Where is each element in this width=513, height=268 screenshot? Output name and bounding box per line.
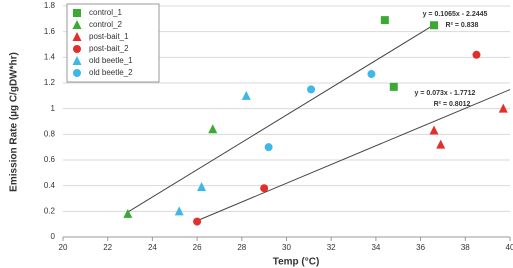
trendline-equation: y = 0.073x - 1.7712 (415, 90, 476, 97)
marker-square (73, 9, 81, 17)
x-tick-label: 32 (327, 243, 336, 252)
legend-label: control_2 (89, 20, 122, 29)
x-tick-label: 40 (506, 243, 513, 252)
trendline-r2: R² = 0.8012 (434, 101, 471, 108)
x-axis-label: Temp (°C) (273, 257, 320, 268)
y-tick-label: 0.4 (44, 181, 56, 190)
y-tick-label: 1.6 (44, 27, 56, 36)
y-axis-label: Emission Rate (µg C/gDW*hr) (9, 52, 20, 192)
marker-circle (193, 217, 202, 226)
y-tick-label: 1 (51, 104, 56, 113)
marker-triangle (208, 124, 218, 134)
marker-circle (472, 50, 481, 59)
legend-label: post-bait_2 (89, 44, 129, 53)
legend-label: post-bait_1 (89, 32, 129, 41)
x-tick-label: 22 (103, 243, 112, 252)
marker-circle (307, 85, 316, 94)
legend-label: old beetle_2 (89, 68, 133, 77)
legend: control_1 control_2 post-bait_1 post-bait_2… (66, 3, 160, 83)
x-tick-label: 28 (237, 243, 246, 252)
marker-triangle (429, 125, 439, 135)
marker-triangle (498, 103, 508, 113)
legend-box (66, 3, 160, 83)
marker-circle (367, 70, 376, 79)
marker-triangle (72, 56, 82, 65)
y-tick-label: 0 (51, 232, 56, 241)
x-tick-label: 20 (59, 243, 68, 252)
marker-circle (260, 184, 269, 193)
trendline (196, 89, 511, 222)
trendline-r2: R² = 0.838 (446, 22, 479, 29)
y-tick-label: 1.4 (44, 52, 56, 61)
marker-triangle (197, 181, 207, 191)
y-tick-label: 0.6 (44, 155, 56, 164)
marker-triangle (72, 20, 82, 29)
marker-square (380, 16, 389, 25)
marker-triangle (72, 32, 82, 41)
x-tick-label: 26 (193, 243, 202, 252)
marker-circle (73, 69, 81, 77)
marker-square (430, 21, 439, 30)
marker-circle (264, 143, 273, 152)
x-tick-label: 34 (371, 243, 380, 252)
trendline (127, 24, 435, 213)
y-tick-label: 0.8 (44, 129, 56, 138)
y-tick-label: 1.2 (44, 78, 56, 87)
y-tick-label: 1.8 (44, 1, 56, 10)
marker-triangle (174, 206, 184, 216)
legend-label: old beetle_1 (89, 56, 133, 65)
x-tick-label: 24 (148, 243, 157, 252)
x-tick-label: 36 (416, 243, 425, 252)
x-tick-label: 30 (282, 243, 291, 252)
marker-triangle (123, 208, 133, 218)
marker-circle (73, 45, 81, 53)
x-tick-label: 38 (461, 243, 470, 252)
marker-square (389, 82, 398, 91)
marker-triangle (436, 139, 446, 149)
trendline-equation: y = 0.1065x - 2.2445 (423, 11, 488, 18)
marker-triangle (241, 90, 251, 100)
legend-label: control_1 (89, 8, 122, 17)
y-tick-label: 0.2 (44, 206, 56, 215)
